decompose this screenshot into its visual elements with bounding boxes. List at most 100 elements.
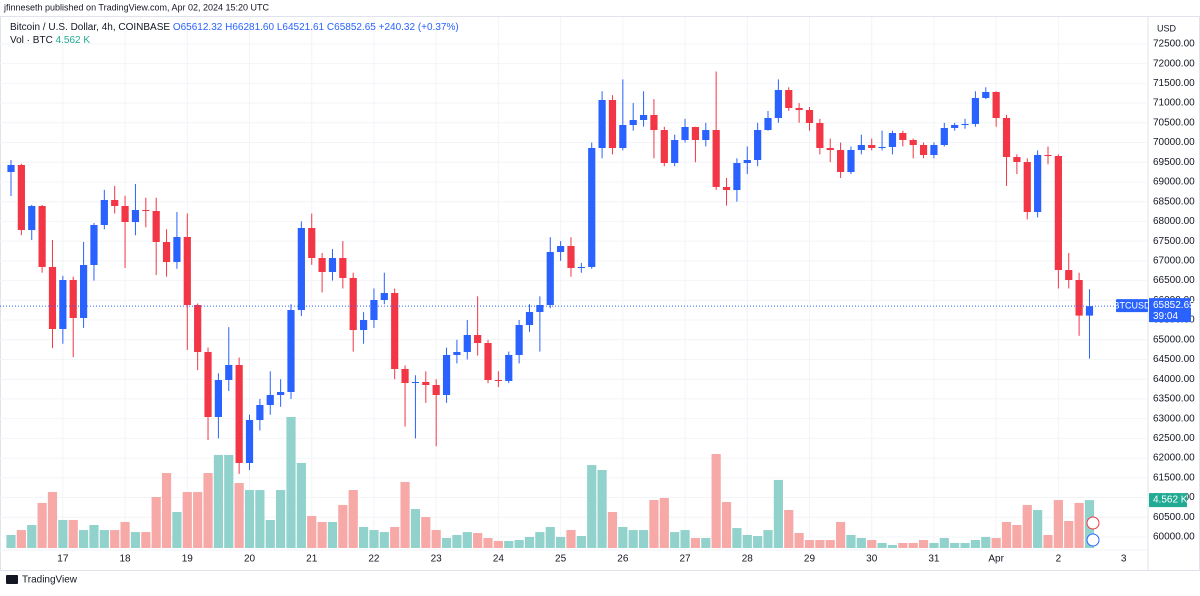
candle-body xyxy=(681,126,689,140)
candle-body xyxy=(100,199,108,226)
volume-bar xyxy=(348,490,358,548)
volume-axis-label: 4.562 K xyxy=(1153,495,1188,506)
candle-body xyxy=(930,145,938,155)
candle-body xyxy=(17,165,25,231)
candle-body xyxy=(245,419,254,463)
volume-bar xyxy=(421,517,431,548)
candle-body xyxy=(619,125,627,149)
x-tick-label: 31 xyxy=(928,554,940,565)
candle-body xyxy=(1044,154,1052,157)
y-tick-label: 68000.00 xyxy=(1153,216,1195,227)
candle-body xyxy=(214,379,222,417)
candle-body xyxy=(380,293,388,300)
volume-bar xyxy=(918,540,929,548)
y-tick-label: 65000.00 xyxy=(1153,334,1195,345)
volume-bar xyxy=(296,462,306,548)
x-tick-label: 28 xyxy=(742,554,754,565)
y-tick-label: 69500.00 xyxy=(1153,157,1195,168)
logo-icon xyxy=(6,575,18,584)
volume-bar xyxy=(597,469,607,548)
candle-body xyxy=(142,210,150,212)
volume-bar xyxy=(182,492,192,548)
volume-bar xyxy=(193,492,203,548)
volume-bar xyxy=(981,536,991,548)
price-box xyxy=(1149,298,1191,323)
volume-bar xyxy=(514,540,524,548)
volume-bar xyxy=(524,536,535,548)
volume-bar xyxy=(763,530,773,548)
volume-bar xyxy=(1064,521,1074,548)
candle-body xyxy=(474,334,482,343)
candle-body xyxy=(1034,154,1042,212)
y-tick-label: 61500.00 xyxy=(1153,472,1195,483)
x-tick-label: 23 xyxy=(431,554,443,565)
volume-bar xyxy=(504,540,514,548)
volume-bar xyxy=(462,532,472,548)
candle-body xyxy=(90,225,98,266)
volume-bar xyxy=(950,542,960,548)
candle-body xyxy=(774,90,782,118)
high-label: H66281.60 xyxy=(225,22,274,33)
volume-header: Vol · BTC 4.562 K xyxy=(10,35,90,46)
candle-body xyxy=(650,114,658,131)
candle-body xyxy=(702,130,710,140)
event-icon xyxy=(1086,516,1100,530)
volume-bar xyxy=(898,542,908,548)
volume-bar xyxy=(742,534,752,548)
candle-body xyxy=(287,310,295,392)
volume-bar xyxy=(203,473,213,548)
volume-bar xyxy=(721,502,732,548)
logo: TradingView xyxy=(6,575,78,586)
volume-bar xyxy=(991,538,1001,548)
volume-bar xyxy=(535,532,545,548)
volume-bar xyxy=(877,542,887,548)
candle-body xyxy=(743,159,751,163)
candle-body xyxy=(121,205,129,223)
volume-bar xyxy=(358,527,369,548)
candle-body xyxy=(712,130,720,187)
x-tick-label: 25 xyxy=(555,554,567,565)
volume-bar xyxy=(680,530,690,548)
y-tick-label: 67500.00 xyxy=(1153,236,1195,247)
candle-body xyxy=(816,122,824,149)
candle-body xyxy=(453,351,461,355)
candle-body xyxy=(546,251,554,306)
candle-body xyxy=(277,391,285,395)
candle-body xyxy=(940,128,948,146)
y-tick-label: 69000.00 xyxy=(1153,177,1195,188)
symbol: Bitcoin / U.S. Dollar, 4h, COINBASE xyxy=(10,22,170,33)
x-tick-label: Apr xyxy=(988,554,1004,565)
candle-body xyxy=(629,119,637,126)
candle-body xyxy=(847,150,855,172)
candle-body xyxy=(598,99,606,149)
y-tick-label: 72000.00 xyxy=(1153,58,1195,69)
volume-bar xyxy=(390,527,400,548)
volume-bar xyxy=(804,540,815,548)
y-tick-label: 66500.00 xyxy=(1153,275,1195,286)
candle-body xyxy=(48,266,57,329)
volume-bar xyxy=(265,519,275,548)
x-tick-label: 21 xyxy=(306,554,318,565)
x-tick-label: 29 xyxy=(804,554,816,565)
volume-bar xyxy=(887,544,898,548)
volume-bar xyxy=(431,530,441,548)
y-tick-label: 71000.00 xyxy=(1153,98,1195,109)
candle-body xyxy=(28,205,36,231)
candle-body xyxy=(868,145,876,149)
axis-labels: 60000.0060500.0061000.0061500.0062000.00… xyxy=(0,39,1195,565)
volume-bar xyxy=(441,538,452,548)
volume-bar xyxy=(161,473,172,548)
candle-body xyxy=(1013,157,1021,163)
candle-body xyxy=(297,228,305,311)
logo-text: TradingView xyxy=(22,575,78,586)
volume-bar xyxy=(690,538,701,548)
y-tick-label: 70000.00 xyxy=(1153,137,1195,148)
candle-body xyxy=(256,405,264,420)
candles xyxy=(7,71,1094,474)
candle-body xyxy=(401,368,409,383)
volume-bar xyxy=(151,496,161,548)
y-tick-label: 62500.00 xyxy=(1153,433,1195,444)
candle-body xyxy=(671,139,679,163)
volume-bar xyxy=(711,454,721,548)
volume-bar xyxy=(939,538,949,548)
